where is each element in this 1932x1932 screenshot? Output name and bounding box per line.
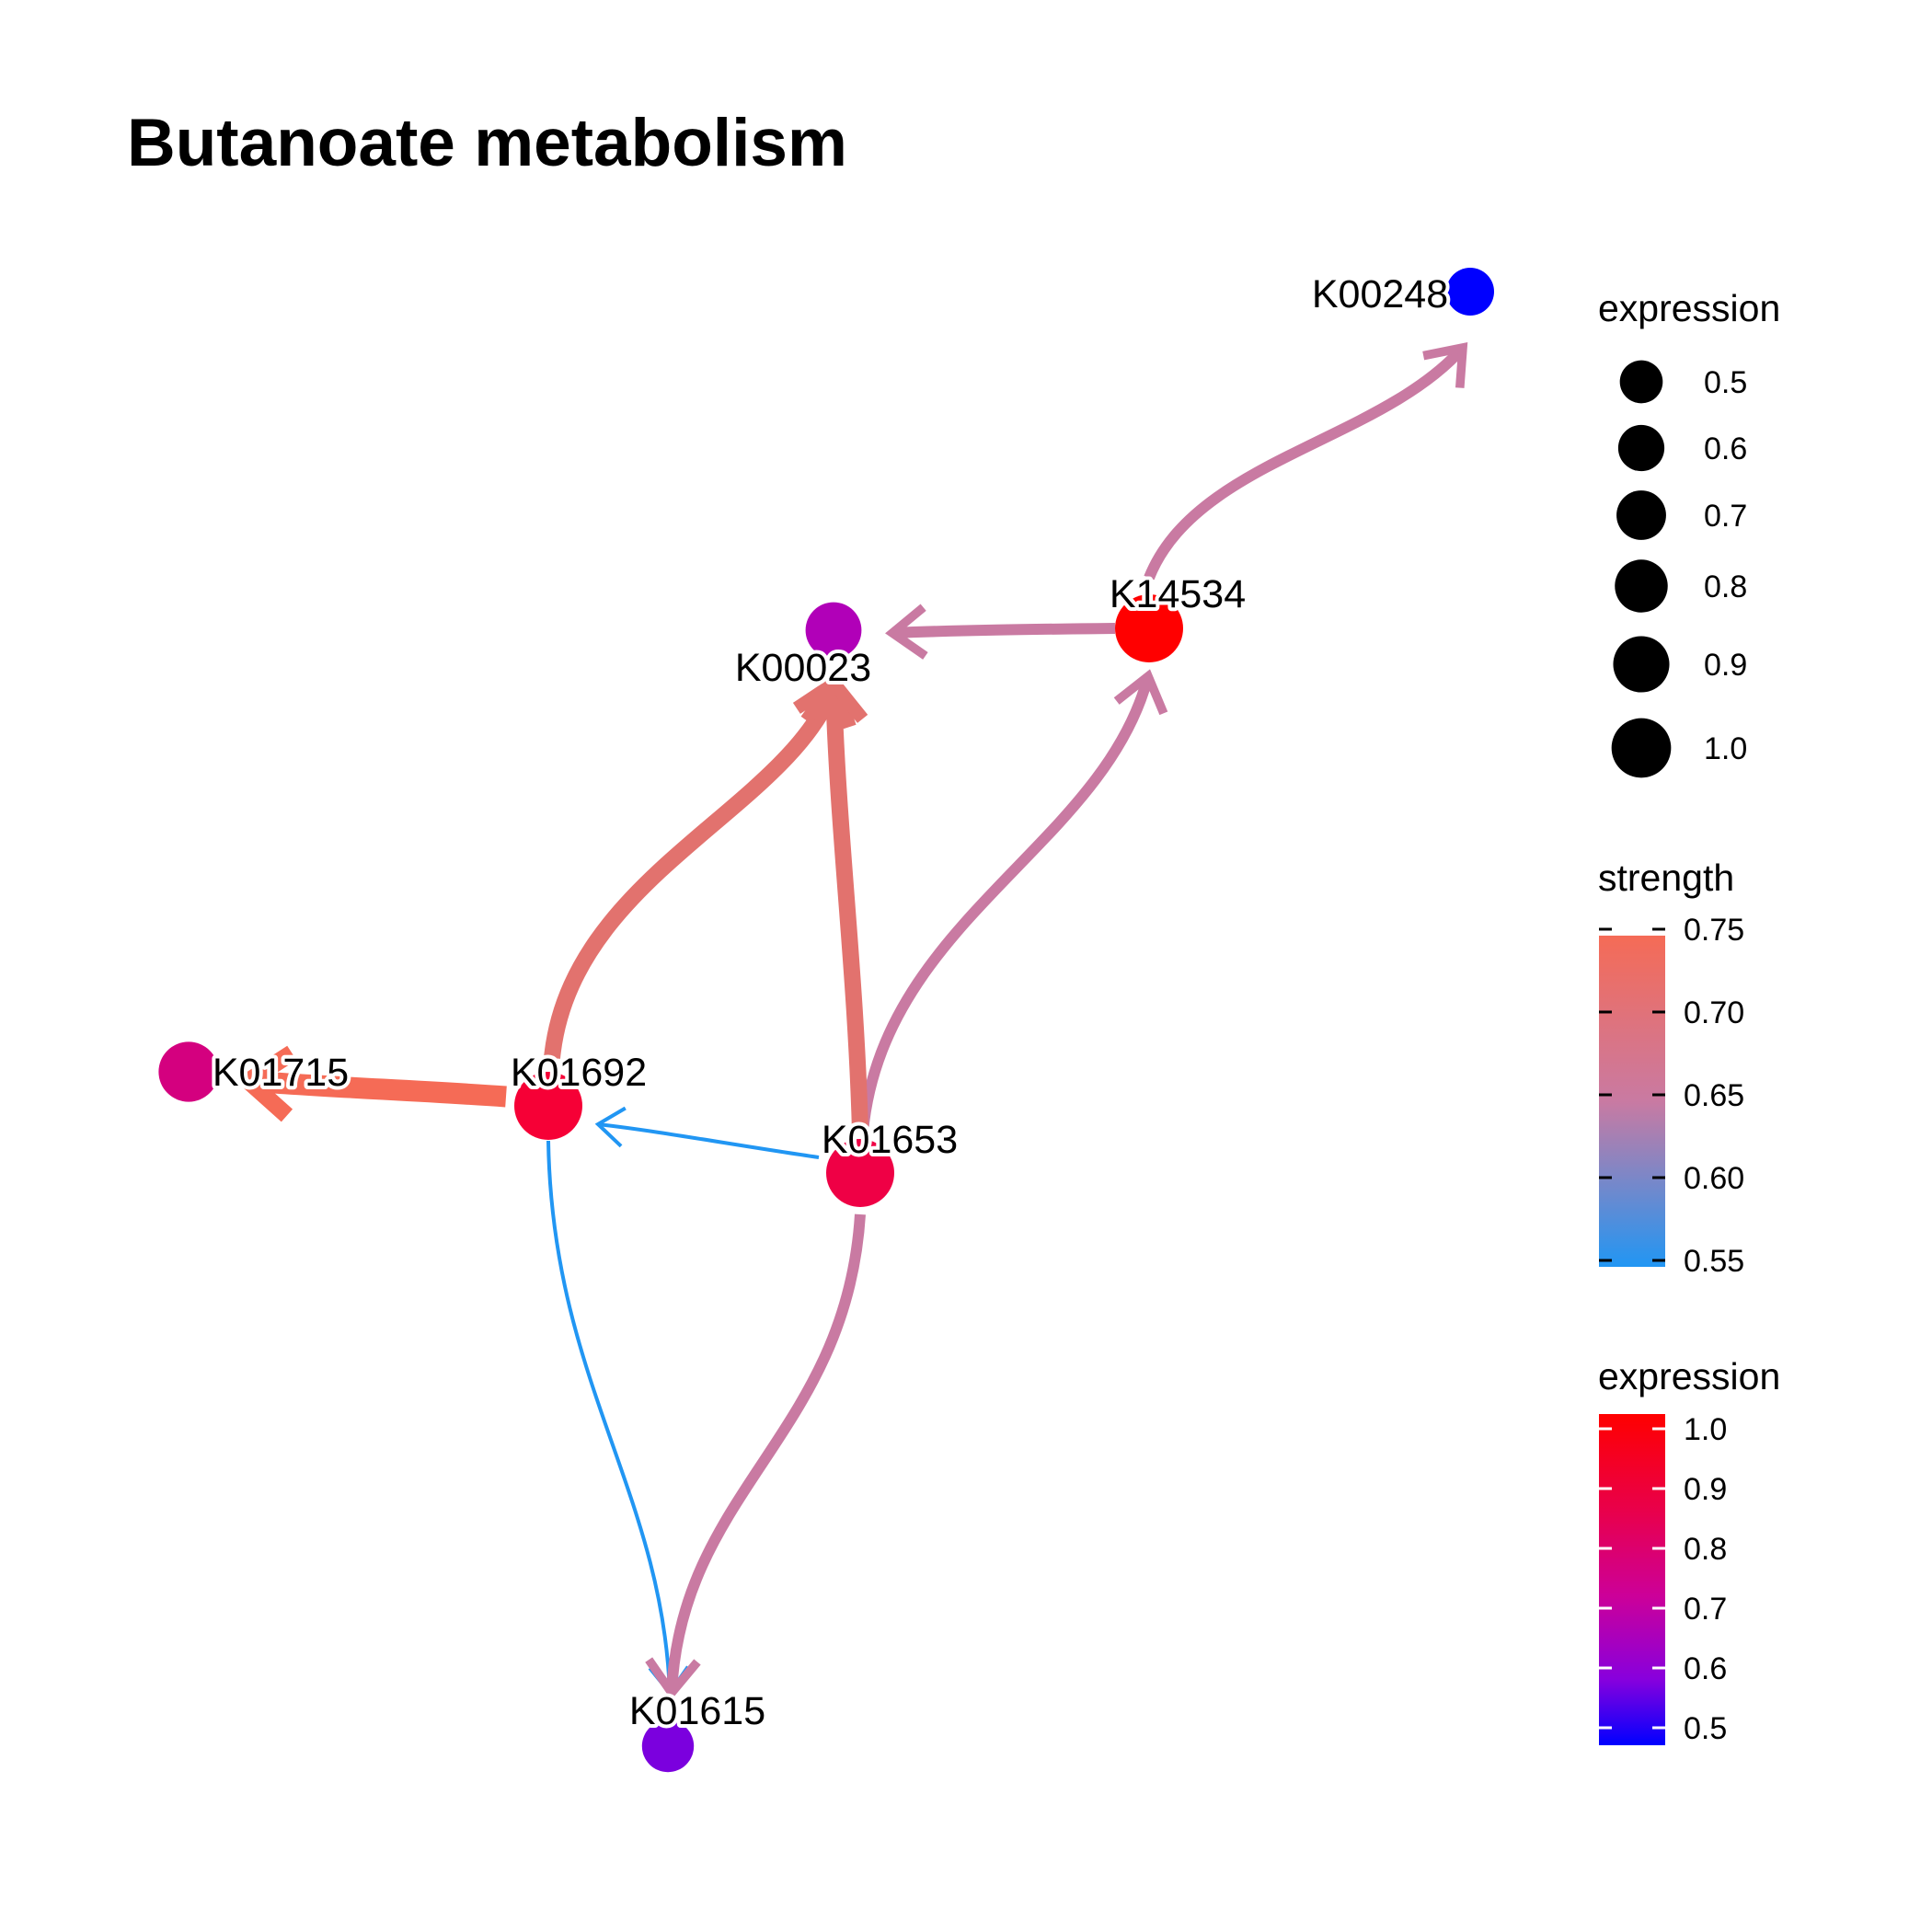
size-legend-label: 1.0	[1704, 731, 1747, 766]
edge-arrowhead	[1113, 669, 1168, 716]
size-legend-key	[1619, 360, 1663, 404]
strength-tick-label: 0.75	[1684, 913, 1744, 948]
node-k01715	[158, 1041, 219, 1102]
node-label-k00248: K00248	[1312, 272, 1448, 316]
strength-colorbar	[1599, 936, 1665, 1267]
node-label-k01615: K01615	[629, 1689, 765, 1733]
node-k00248	[1446, 268, 1494, 316]
edge-line	[666, 1213, 866, 1694]
expression-colorbar	[1599, 1414, 1665, 1745]
edge-arrowhead	[234, 1045, 297, 1122]
edge-k01692-to-k01715	[234, 1045, 507, 1122]
edge-arrowhead	[1422, 342, 1468, 388]
edge-line	[891, 623, 1116, 638]
expression-color-legend-title: expression	[1598, 1355, 1780, 1397]
strength-tick-label: 0.70	[1684, 995, 1744, 1030]
edge-k01653-to-k00023	[800, 672, 868, 1133]
edge-k14534-to-k00248	[1144, 342, 1468, 581]
size-legend-title: expression	[1598, 287, 1780, 329]
edge-k01653-to-k14534	[857, 669, 1168, 1133]
edge-line	[1144, 344, 1467, 581]
expression-tick-label: 0.5	[1684, 1711, 1727, 1746]
size-legend-key	[1616, 490, 1666, 540]
node-label-k00023: K00023	[735, 646, 871, 690]
edge-line	[546, 1140, 672, 1694]
expression-tick-label: 0.8	[1684, 1532, 1727, 1567]
node-k00023	[805, 602, 862, 659]
expression-tick-label: 0.9	[1684, 1472, 1727, 1507]
edge-arrowhead	[885, 604, 928, 660]
expression-tick-label: 1.0	[1684, 1412, 1727, 1447]
node-k01692	[514, 1072, 582, 1140]
node-label-k01692: K01692	[511, 1051, 647, 1095]
chart-title: Butanoate metabolism	[127, 106, 847, 180]
size-legend-label: 0.8	[1704, 569, 1747, 604]
edge-line	[857, 674, 1154, 1133]
strength-legend: strength 0.75 0.70 0.65 0.60 0.55	[1598, 857, 1744, 1279]
strength-tick-label: 0.55	[1684, 1244, 1744, 1279]
strength-tick-label: 0.65	[1684, 1078, 1744, 1113]
size-legend-label: 0.5	[1704, 365, 1747, 400]
edge-line	[247, 1070, 507, 1108]
strength-tick-label: 0.60	[1684, 1161, 1744, 1196]
node-label-k14534: K14534	[1110, 572, 1246, 616]
expression-color-legend: expression 1.0 0.9 0.8 0.7 0.6 0.5	[1598, 1355, 1780, 1746]
nodes-layer	[158, 268, 1494, 1773]
size-legend: expression 0.5 0.6 0.7 0.8 0.9 1.0	[1598, 287, 1780, 778]
expression-tick-label: 0.6	[1684, 1651, 1727, 1686]
node-label-k01653: K01653	[822, 1118, 958, 1162]
size-legend-key	[1613, 636, 1670, 693]
size-legend-key	[1617, 424, 1665, 472]
size-legend-label: 0.7	[1704, 499, 1747, 534]
edges-layer	[234, 342, 1468, 1700]
labels-layer: K00248 K14534 K00023 K01715 K01692 K01653 K016…	[209, 269, 1452, 1737]
edge-arrowhead	[800, 672, 868, 725]
size-legend-label: 0.6	[1704, 431, 1747, 466]
node-k01615	[641, 1719, 695, 1773]
size-legend-key	[1615, 559, 1668, 613]
node-label-k01715: K01715	[213, 1051, 349, 1095]
edge-k01692-to-k00023	[544, 672, 857, 1059]
size-legend-key	[1611, 718, 1672, 778]
edge-k01653-to-k01692	[594, 1106, 820, 1159]
edge-arrowhead	[645, 1657, 701, 1700]
node-k01653	[826, 1139, 894, 1207]
edge-arrowhead	[594, 1106, 627, 1148]
edge-k14534-to-k00023	[885, 604, 1116, 660]
edge-line	[544, 679, 844, 1059]
edge-line	[825, 682, 868, 1133]
edge-k01653-to-k01615	[645, 1213, 866, 1700]
size-legend-label: 0.9	[1704, 648, 1747, 683]
strength-legend-title: strength	[1598, 857, 1734, 899]
expression-tick-label: 0.7	[1684, 1592, 1727, 1627]
edge-k01692-to-k01615	[546, 1140, 690, 1696]
edge-line	[597, 1122, 820, 1159]
node-k14534	[1115, 594, 1183, 662]
